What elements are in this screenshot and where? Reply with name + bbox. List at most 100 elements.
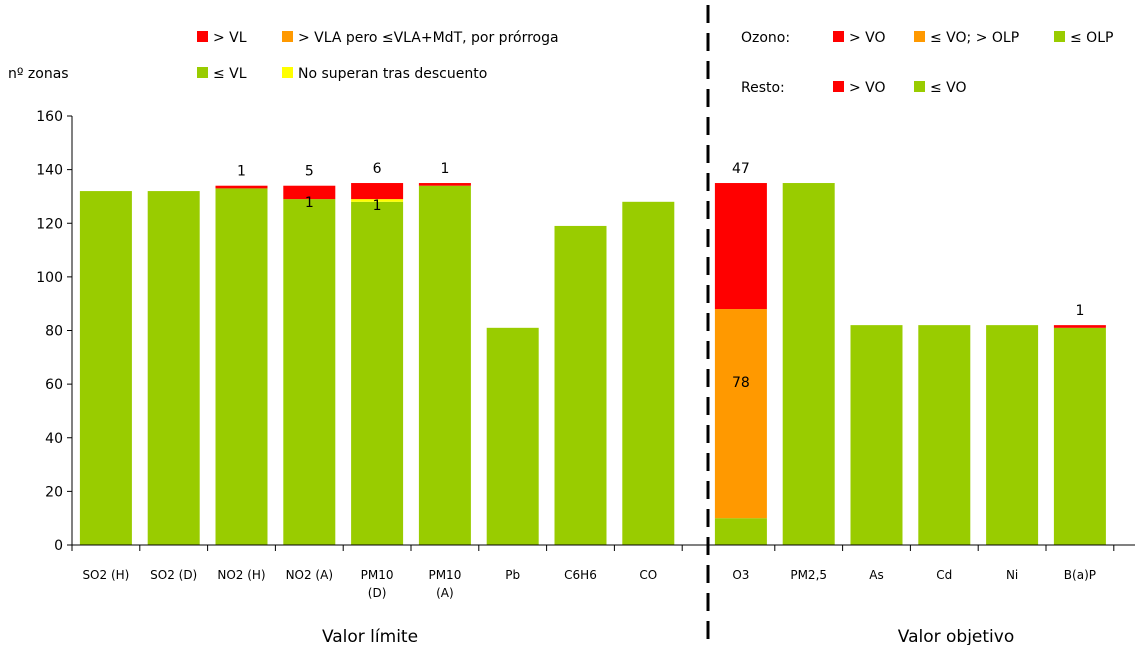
data-label-pm10-a: 1	[440, 161, 449, 177]
x-category-label: SO2 (H)	[82, 568, 129, 582]
bar-pm10-d-vl	[351, 201, 404, 546]
x-category-label: O3	[732, 568, 749, 582]
data-label-o3: 78	[732, 375, 750, 391]
legend-ozono-label: Ozono:	[741, 30, 790, 46]
bar-pm10-d-no-superan-tras-descuento	[351, 199, 404, 202]
legend-ozono-item: ≤ VO; > OLP	[930, 30, 1019, 46]
section-label-valor-objetivo: Valor objetivo	[898, 627, 1014, 645]
legend-ozono-swatch	[833, 31, 844, 42]
y-tick-label: 80	[45, 324, 63, 340]
legend-label: ≤ VL	[213, 66, 247, 82]
legend-swatch-vla-pero-vla-mdt-por-pr-rroga	[282, 31, 293, 42]
bar-o3-vo-olp	[714, 309, 767, 519]
legend-label: No superan tras descuento	[298, 66, 487, 82]
x-category-label: Pb	[505, 568, 520, 582]
x-category-label-line: (A)	[436, 586, 454, 600]
y-tick-label: 140	[36, 163, 63, 179]
data-label-no2-h: 1	[237, 164, 246, 180]
data-label-o3: 47	[732, 161, 750, 177]
x-category-label-line: Pb	[505, 568, 520, 582]
x-category-label-line: CO	[639, 568, 657, 582]
x-category-label-line: PM10	[361, 568, 394, 582]
data-label-no2-a: 5	[305, 164, 314, 180]
legend-resto-label: Resto:	[741, 80, 785, 96]
y-tick-label: 100	[36, 270, 63, 286]
bar-so2-h-vl	[79, 191, 132, 545]
legend-swatch-no-superan-tras-descuento	[282, 67, 293, 78]
legend-resto-swatch	[833, 81, 844, 92]
x-category-label-line: SO2 (H)	[82, 568, 129, 582]
data-label-pm10-d: 1	[373, 198, 382, 214]
x-category-label-line: (D)	[368, 586, 387, 600]
x-category-label: Ni	[1006, 568, 1018, 582]
y-tick-label: 40	[45, 431, 63, 447]
x-category-label-line: Cd	[936, 568, 952, 582]
bar-so2-d-vl	[147, 191, 200, 545]
y-axis: 0 20 40 60 80 100 120 140 160	[36, 109, 73, 554]
bar-no2-a-vl	[283, 185, 336, 200]
y-tick-label: 0	[54, 538, 63, 554]
legend-resto-item: ≤ VO	[930, 80, 967, 96]
legend-label: > VLA pero ≤VLA+MdT, por prórroga	[298, 30, 559, 46]
x-axis: SO2 (H) SO2 (D) NO2 (H) NO2 (A) PM10 (D) PM10 (…	[71, 544, 1135, 600]
legend-valor-objetivo: Ozono: > VO ≤ VO; > OLP ≤ OLP Resto: > VO ≤ VO	[741, 30, 1113, 96]
x-category-label: SO2 (D)	[150, 568, 197, 582]
x-category-label-line: B(a)P	[1064, 568, 1096, 582]
y-tick-label: 120	[36, 216, 63, 232]
x-category-label-line: As	[869, 568, 883, 582]
legend-ozono-item: > VO	[849, 30, 886, 46]
x-category-label-line: NO2 (A)	[286, 568, 333, 582]
x-category-label-line: Ni	[1006, 568, 1018, 582]
bar-b-a-p-olp-vo	[1053, 327, 1106, 545]
bar-pb-vl	[486, 327, 539, 545]
legend-swatch-vl	[197, 67, 208, 78]
x-category-label-line: SO2 (D)	[150, 568, 197, 582]
bar-b-a-p-vo	[1053, 325, 1106, 328]
x-category-label: NO2 (H)	[217, 568, 265, 582]
bar-o3-vo	[714, 183, 767, 310]
legend-ozono-item: ≤ OLP	[1070, 30, 1113, 46]
legend-swatch-vl	[197, 31, 208, 42]
x-category-label: B(a)P	[1064, 568, 1096, 582]
bar-no2-h-vl	[215, 185, 268, 189]
data-label-b-a-p: 1	[1075, 303, 1084, 319]
legend-resto-item: > VO	[849, 80, 886, 96]
x-category-label: C6H6	[564, 568, 597, 582]
bar-no2-h-vl	[215, 188, 268, 546]
bar-pm10-a-vl	[418, 183, 471, 186]
legend-resto-swatch	[914, 81, 925, 92]
legend-valor-limite: > VL > VLA pero ≤VLA+MdT, por prórroga ≤ V…	[197, 30, 559, 82]
bar-c6h6-vl	[554, 225, 607, 545]
x-category-label-line: C6H6	[564, 568, 597, 582]
bar-no2-a-vl	[283, 199, 336, 545]
x-category-label: PM10 (A)	[428, 568, 461, 600]
legend-label: > VL	[213, 30, 247, 46]
bar-pm2-5-olp-vo	[782, 183, 835, 545]
bar-pm10-a-vl	[418, 185, 471, 545]
bar-o3-olp-vo	[714, 518, 767, 545]
x-category-label: As	[869, 568, 883, 582]
bar-co-vl	[622, 201, 675, 546]
x-category-label-line: NO2 (H)	[217, 568, 265, 582]
y-axis-title: nº zonas	[8, 66, 69, 82]
data-label-pm10-d: 6	[373, 161, 382, 177]
y-tick-label: 160	[36, 109, 63, 125]
y-tick-label: 20	[45, 484, 63, 500]
legend-ozono-swatch	[1054, 31, 1065, 42]
bar-pm10-d-vl	[351, 183, 404, 200]
section-label-valor-limite: Valor límite	[322, 627, 418, 645]
bar-ni-olp-vo	[986, 325, 1039, 545]
bar-as-olp-vo	[850, 325, 903, 545]
bar-cd-olp-vo	[918, 325, 971, 545]
x-category-label-line: PM10	[428, 568, 461, 582]
legend-ozono-swatch	[914, 31, 925, 42]
x-category-label: PM10 (D)	[361, 568, 394, 600]
x-category-label: NO2 (A)	[286, 568, 333, 582]
x-category-label: CO	[639, 568, 657, 582]
x-category-label-line: O3	[732, 568, 749, 582]
data-label-no2-a: 1	[305, 195, 314, 211]
x-category-label-line: PM2,5	[790, 568, 827, 582]
x-category-label: PM2,5	[790, 568, 827, 582]
